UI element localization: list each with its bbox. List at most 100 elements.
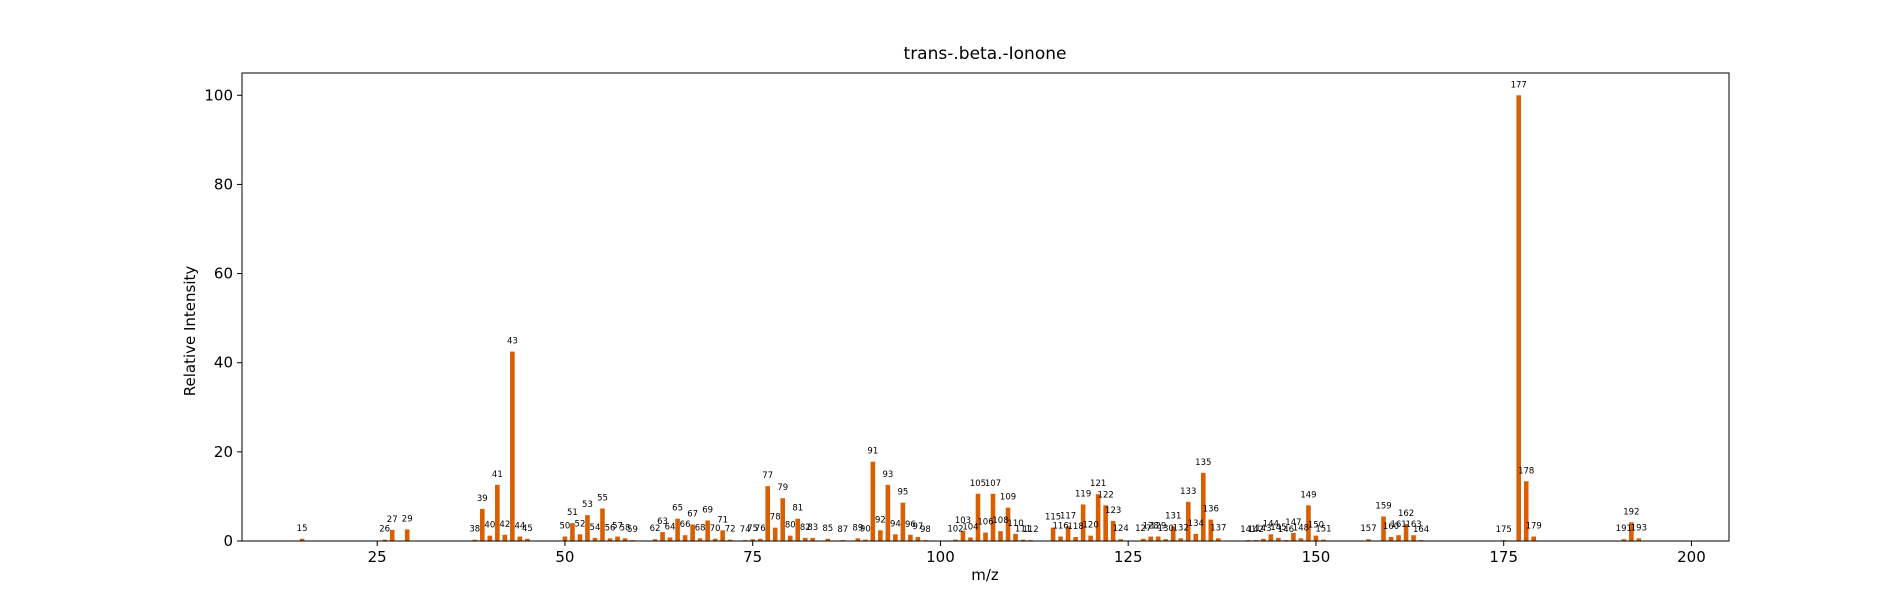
peak-label-57: 57 xyxy=(612,522,623,532)
peak-label-71: 71 xyxy=(717,515,728,525)
bar-mz-89 xyxy=(855,538,861,541)
bar-mz-43 xyxy=(510,351,515,541)
bar-mz-130 xyxy=(1163,539,1169,541)
bar-mz-79 xyxy=(780,498,786,541)
bar-mz-54 xyxy=(592,537,598,541)
bar-mz-128 xyxy=(1148,536,1154,541)
bar-mz-77 xyxy=(765,486,771,541)
bar-mz-178 xyxy=(1523,481,1529,541)
bar-mz-39 xyxy=(480,508,485,541)
bar-mz-45 xyxy=(525,538,530,541)
peak-label-76: 76 xyxy=(755,524,766,534)
bar-mz-106 xyxy=(983,532,988,541)
peak-label-144: 144 xyxy=(1263,519,1279,529)
bar-mz-149 xyxy=(1306,505,1311,541)
peak-label-164: 164 xyxy=(1413,525,1429,535)
peak-label-142: 142 xyxy=(1248,525,1264,535)
bar-mz-120 xyxy=(1088,535,1093,541)
chart-title: trans-.beta.-Ionone xyxy=(904,44,1067,64)
peak-label-53: 53 xyxy=(582,500,593,510)
bar-mz-117 xyxy=(1065,526,1071,541)
peak-label-147: 147 xyxy=(1285,518,1301,528)
bar-mz-53 xyxy=(585,515,590,541)
peak-label-45: 45 xyxy=(522,524,533,534)
peak-label-120: 120 xyxy=(1083,521,1099,531)
bar-mz-136 xyxy=(1208,519,1214,541)
bar-mz-42 xyxy=(502,534,508,541)
bar-mz-121 xyxy=(1095,494,1101,541)
bar-mz-51 xyxy=(570,523,575,541)
peak-label-62: 62 xyxy=(650,524,661,534)
peak-label-63: 63 xyxy=(657,517,668,527)
peak-label-58: 58 xyxy=(620,523,631,533)
bar-mz-55 xyxy=(600,508,605,541)
bar-mz-144 xyxy=(1268,534,1274,541)
y-tick-label: 20 xyxy=(214,443,233,461)
x-tick-label: 25 xyxy=(368,548,387,566)
peak-label-124: 124 xyxy=(1113,524,1129,534)
peak-label-91: 91 xyxy=(867,447,878,457)
peak-label-96: 96 xyxy=(905,520,916,530)
peak-label-193: 193 xyxy=(1631,523,1647,533)
peak-label-130: 130 xyxy=(1158,524,1174,534)
bar-mz-90 xyxy=(863,539,868,541)
bar-mz-123 xyxy=(1110,520,1116,541)
peak-label-87: 87 xyxy=(837,525,848,535)
peak-label-159: 159 xyxy=(1375,501,1391,511)
bar-mz-27 xyxy=(389,529,395,541)
peak-label-97: 97 xyxy=(912,522,923,532)
bar-mz-122 xyxy=(1103,505,1108,541)
peak-label-108: 108 xyxy=(992,516,1008,526)
bar-mz-72 xyxy=(727,539,733,541)
bar-mz-44 xyxy=(517,536,523,541)
peak-label-118: 118 xyxy=(1068,522,1084,532)
peak-label-39: 39 xyxy=(477,494,488,504)
peak-label-160: 160 xyxy=(1383,522,1399,532)
x-axis-ticks: 25 50 75 100 125 150 175 200 xyxy=(368,541,1706,566)
peak-label-133: 133 xyxy=(1180,487,1196,497)
bar-mz-38 xyxy=(472,539,478,541)
bar-mz-193 xyxy=(1636,538,1642,541)
bar-mz-52 xyxy=(577,534,583,541)
y-axis-label: Relative Intensity xyxy=(181,266,199,397)
peak-label-70: 70 xyxy=(710,524,721,534)
bars-group xyxy=(299,95,1642,541)
peak-label-102: 102 xyxy=(947,525,963,535)
bar-mz-41 xyxy=(495,484,500,541)
peak-label-42: 42 xyxy=(499,520,510,530)
bar-mz-129 xyxy=(1155,536,1161,541)
peak-label-105: 105 xyxy=(970,479,986,489)
peak-label-54: 54 xyxy=(590,523,601,533)
bar-mz-108 xyxy=(998,531,1003,541)
x-tick-label: 200 xyxy=(1677,548,1706,566)
peak-label-27: 27 xyxy=(387,515,398,525)
bar-mz-29 xyxy=(404,529,410,541)
x-tick-label: 100 xyxy=(926,548,955,566)
peak-label-148: 148 xyxy=(1293,523,1309,533)
bar-mz-76 xyxy=(757,538,763,541)
bar-mz-83 xyxy=(810,537,816,541)
bar-mz-116 xyxy=(1058,536,1063,541)
peak-label-85: 85 xyxy=(822,524,833,534)
peak-label-116: 116 xyxy=(1052,522,1068,532)
peak-label-15: 15 xyxy=(297,524,308,534)
bar-mz-78 xyxy=(772,527,778,541)
peak-label-56: 56 xyxy=(605,523,616,533)
peak-label-29: 29 xyxy=(402,514,413,524)
bar-mz-56 xyxy=(607,538,613,541)
bar-mz-65 xyxy=(675,518,680,541)
peak-label-192: 192 xyxy=(1623,507,1639,517)
peak-label-90: 90 xyxy=(860,525,871,535)
peak-label-111: 111 xyxy=(1015,525,1031,535)
x-tick-label: 50 xyxy=(555,548,574,566)
bar-mz-26 xyxy=(382,539,387,541)
peak-label-128: 128 xyxy=(1143,522,1159,532)
bar-mz-81 xyxy=(795,518,801,541)
peak-label-109: 109 xyxy=(1000,493,1016,503)
peak-label-178: 178 xyxy=(1518,466,1534,476)
peak-label-145: 145 xyxy=(1270,523,1286,533)
bar-mz-127 xyxy=(1140,538,1146,541)
bar-mz-151 xyxy=(1321,539,1326,541)
peak-label-103: 103 xyxy=(955,516,971,526)
